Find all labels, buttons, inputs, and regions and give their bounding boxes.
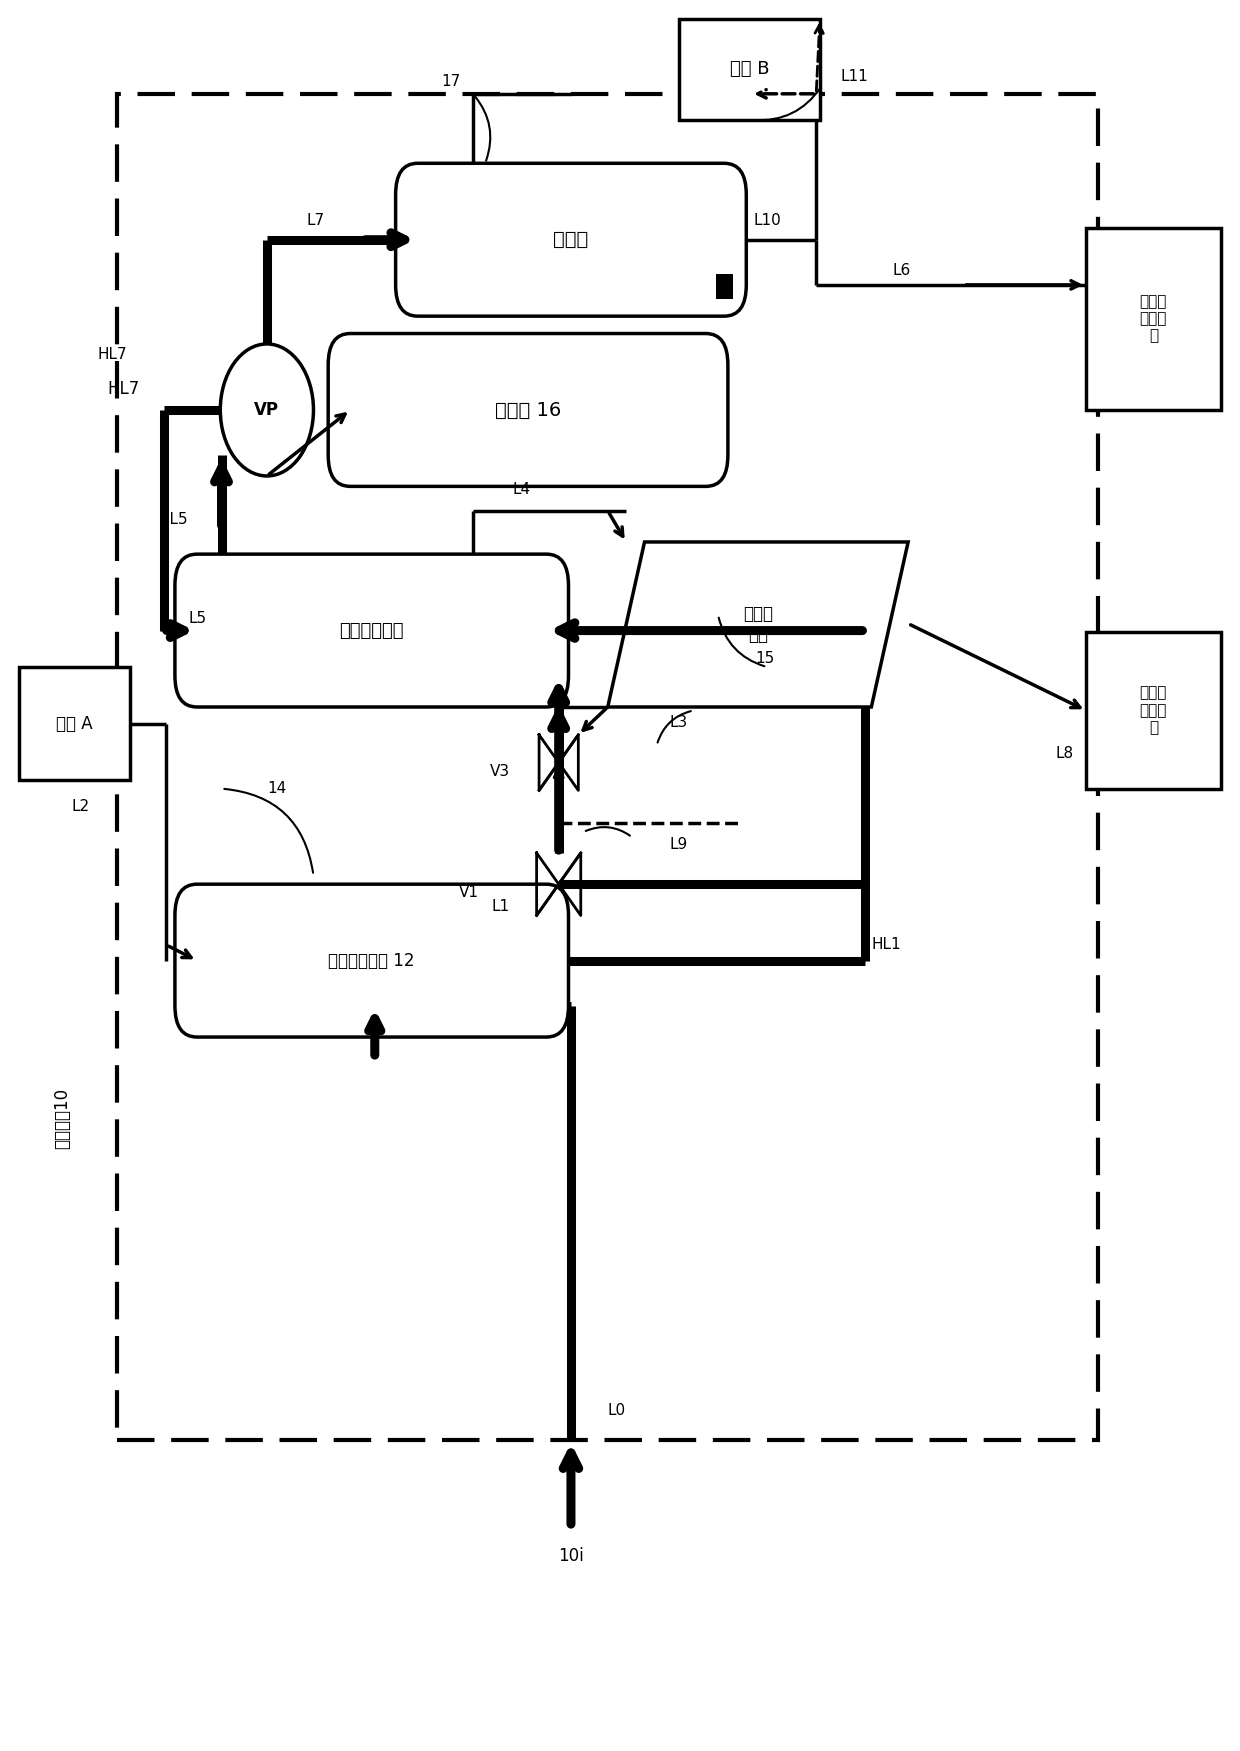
Text: L10: L10 (753, 214, 781, 228)
Text: 分离装置10: 分离装置10 (53, 1087, 71, 1149)
Text: 10i: 10i (558, 1548, 584, 1565)
Bar (678, 19, 820, 119)
Text: L2: L2 (72, 798, 89, 814)
Polygon shape (608, 543, 908, 707)
Text: L5: L5 (188, 611, 207, 625)
Text: L3: L3 (670, 714, 687, 730)
Text: 废液 A: 废液 A (56, 714, 93, 732)
Text: 回收罐: 回收罐 (553, 229, 589, 249)
Bar (715, 275, 733, 299)
Text: L7: L7 (306, 214, 325, 228)
FancyBboxPatch shape (329, 333, 728, 487)
Text: L9: L9 (670, 837, 687, 851)
Text: 15: 15 (755, 651, 774, 665)
Bar (19, 667, 129, 779)
Bar (1086, 632, 1221, 788)
Text: L1: L1 (491, 900, 510, 914)
FancyBboxPatch shape (175, 553, 568, 707)
Text: L4: L4 (513, 482, 531, 497)
Text: 阳离子交换罐 12: 阳离子交换罐 12 (329, 951, 415, 970)
Text: 14: 14 (267, 781, 286, 797)
Text: 17: 17 (441, 74, 460, 89)
Text: 蒸发罐 16: 蒸发罐 16 (495, 401, 562, 420)
Text: HL7: HL7 (108, 380, 140, 397)
Text: L11: L11 (841, 68, 868, 84)
Text: L6: L6 (893, 263, 911, 278)
Text: V1: V1 (459, 886, 479, 900)
Text: HL5: HL5 (159, 511, 188, 527)
Text: HL7: HL7 (98, 347, 128, 362)
Text: 废液 B: 废液 B (729, 61, 769, 79)
Text: 抗腐蚀
剂再生
液: 抗腐蚀 剂再生 液 (1140, 294, 1167, 343)
Text: HL1: HL1 (872, 937, 901, 953)
FancyBboxPatch shape (396, 163, 746, 317)
Text: 阳离子交换罐: 阳离子交换罐 (340, 622, 404, 639)
Text: L8: L8 (1055, 746, 1074, 762)
Bar (118, 95, 1099, 1439)
Circle shape (221, 343, 314, 476)
Text: 液液分
离器: 液液分 离器 (743, 606, 773, 644)
Text: VP: VP (254, 401, 279, 418)
Text: V3: V3 (490, 763, 510, 779)
Bar (1086, 228, 1221, 410)
FancyBboxPatch shape (175, 884, 568, 1037)
Text: 抗腐蚀
剂浓缩
液: 抗腐蚀 剂浓缩 液 (1140, 686, 1167, 735)
Text: L0: L0 (608, 1403, 626, 1418)
